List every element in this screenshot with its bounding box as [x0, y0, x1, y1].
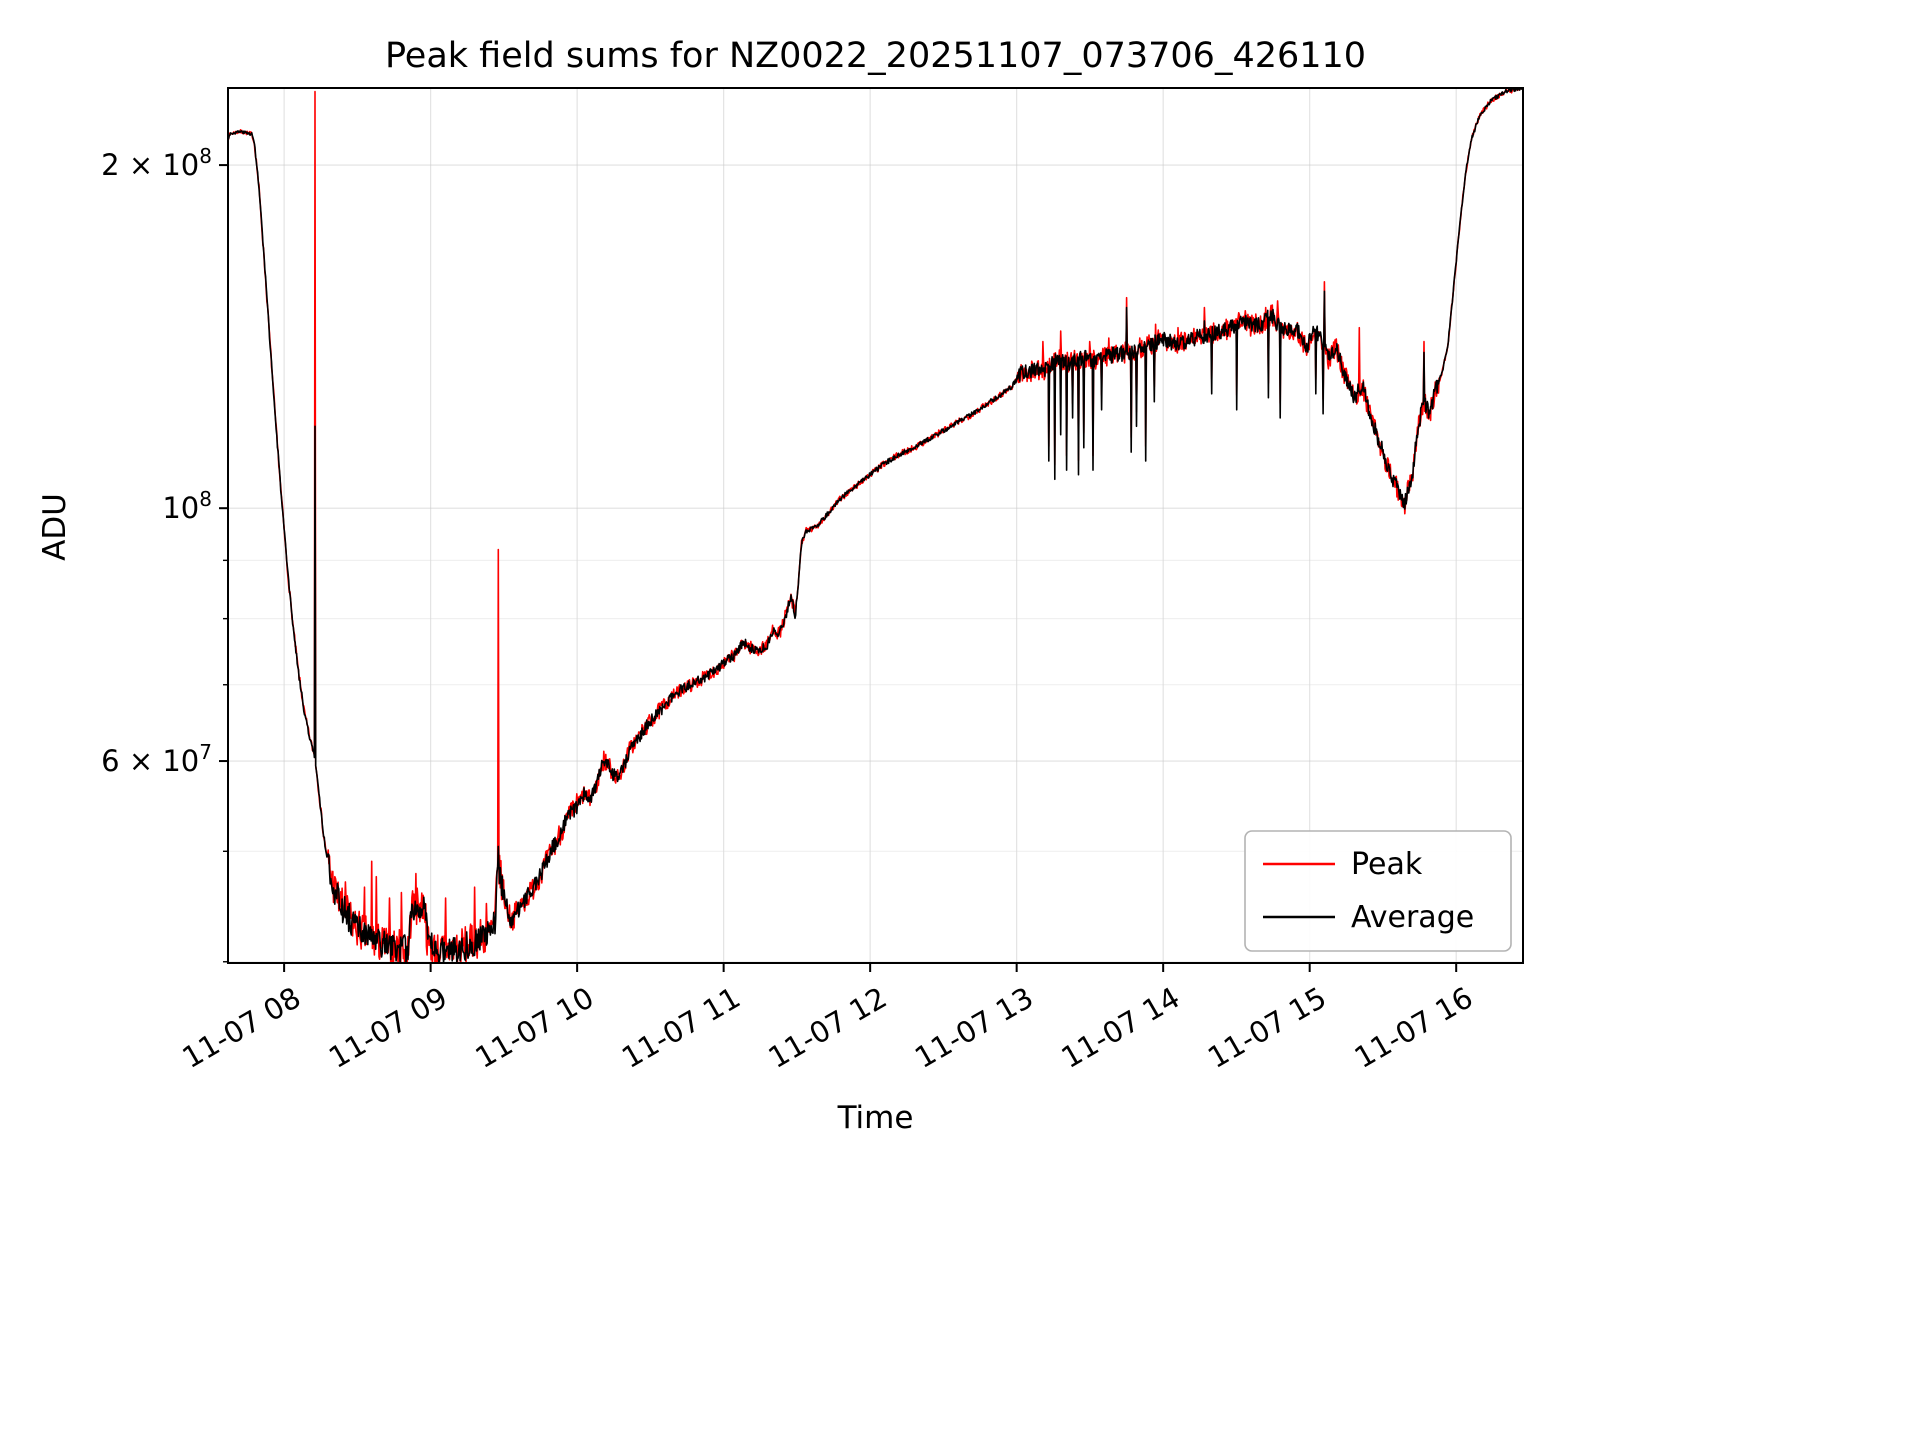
chart-title: Peak field sums for NZ0022_20251107_0737… [384, 36, 1367, 76]
series-average [228, 88, 1523, 963]
x-tick-label: 11-07 16 [1349, 980, 1479, 1075]
y-tick-label: 6 × 107 [101, 740, 212, 778]
legend-box [1244, 830, 1512, 952]
plot-border [227, 87, 1524, 964]
x-tick-label: 11-07 13 [909, 980, 1039, 1075]
x-tick-label: 11-07 10 [470, 980, 600, 1075]
y-axis-label: ADU [37, 493, 73, 561]
x-tick-label: 11-07 15 [1202, 980, 1332, 1075]
x-tick-label: 11-07 11 [616, 980, 746, 1075]
data-series [228, 88, 1523, 963]
x-tick-label: 11-07 14 [1056, 980, 1186, 1075]
x-tick-label: 11-07 08 [176, 980, 306, 1075]
x-axis-label: Time [837, 1100, 914, 1136]
legend-label: Average [1351, 900, 1474, 935]
y-tick-label: 108 [162, 487, 212, 525]
gridlines [228, 88, 1523, 963]
legend-label: Peak [1351, 847, 1423, 882]
x-tick-label: 11-07 09 [323, 980, 453, 1075]
y-tick-label: 2 × 108 [101, 144, 212, 182]
legend: Peak Average [1244, 830, 1512, 952]
x-tick-label: 11-07 12 [763, 980, 893, 1075]
